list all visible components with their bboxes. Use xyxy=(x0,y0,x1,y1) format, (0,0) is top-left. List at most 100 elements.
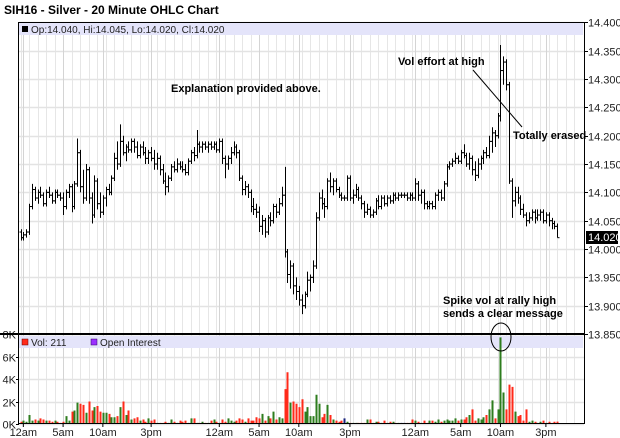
volume-bar xyxy=(517,416,520,424)
volume-bar xyxy=(485,415,488,424)
volume-bar xyxy=(133,418,136,424)
volume-tick-label: 0K xyxy=(3,420,17,432)
volume-bar xyxy=(144,421,147,424)
volume-bar xyxy=(488,409,491,424)
volume-bar xyxy=(312,416,315,424)
volume-bar xyxy=(463,419,466,424)
open-interest-legend-swatch xyxy=(90,338,98,346)
annotation-spike-line2: sends a clear message xyxy=(443,308,563,320)
volume-bar xyxy=(519,415,522,424)
volume-bar xyxy=(85,412,88,424)
volume-bar xyxy=(267,416,270,424)
volume-bar xyxy=(514,411,517,424)
volume-bar xyxy=(502,392,505,424)
volume-bar xyxy=(542,420,545,424)
price-tick-label: 14.000 xyxy=(588,245,620,257)
volume-bar xyxy=(289,402,292,424)
time-tick-label: 3pm xyxy=(535,427,556,438)
volume-bar xyxy=(284,389,287,424)
volume-bar xyxy=(116,416,119,424)
volume-tick-label: 8K xyxy=(3,330,17,342)
volume-bar xyxy=(139,420,142,424)
volume-bar xyxy=(451,420,454,424)
volume-bar xyxy=(340,420,343,424)
volume-bar xyxy=(375,421,378,424)
volume-bar xyxy=(142,419,145,424)
time-tick-label: 10am xyxy=(487,427,515,438)
volume-bar xyxy=(22,420,25,424)
volume-bar xyxy=(428,420,431,424)
time-tick-label: 3pm xyxy=(339,427,360,438)
volume-bar xyxy=(65,416,68,424)
volume-bar xyxy=(91,410,94,424)
volume-bar xyxy=(448,420,451,424)
volume-bar xyxy=(96,406,99,424)
price-tick-label: 14.300 xyxy=(588,75,620,87)
volume-bar xyxy=(457,420,460,424)
time-tick-label: 3pm xyxy=(140,427,161,438)
price-bars xyxy=(19,45,560,315)
volume-bar xyxy=(235,420,238,424)
price-tick-label: 14.350 xyxy=(588,47,620,59)
volume-bar xyxy=(39,418,42,424)
price-tick-label: 14.400 xyxy=(588,18,620,30)
volume-bar xyxy=(73,410,76,424)
annotation-arrow-line xyxy=(472,69,523,128)
volume-bar xyxy=(383,420,386,424)
volume-bar xyxy=(261,413,264,424)
volume-bar xyxy=(525,409,528,424)
volume-bar xyxy=(392,421,395,424)
volume-bar xyxy=(309,416,312,424)
volume-bar xyxy=(556,421,559,424)
price-tick-label: 14.200 xyxy=(588,132,620,144)
volume-bar xyxy=(119,407,122,424)
last-price-box xyxy=(586,231,618,244)
volume-bar xyxy=(292,401,295,424)
volume-bar xyxy=(71,411,74,424)
time-tick-label: 10am xyxy=(285,427,313,438)
time-tick-label: 5am xyxy=(52,427,73,438)
volume-bar xyxy=(539,421,542,424)
volume-bar xyxy=(250,420,253,424)
volume-bar xyxy=(210,420,213,424)
volume-legend-swatch xyxy=(21,338,29,346)
volume-bar xyxy=(170,419,173,424)
volume-bar xyxy=(491,400,494,424)
volume-tick-label: 2K xyxy=(3,398,17,410)
volume-bar xyxy=(326,404,329,424)
volume-bar xyxy=(221,419,224,424)
volume-bar xyxy=(499,337,502,424)
price-tick-label: 14.150 xyxy=(588,160,620,172)
volume-bar xyxy=(508,384,511,424)
volume-bar xyxy=(318,403,321,424)
price-tick-label: 13.850 xyxy=(588,330,620,342)
plot-frame xyxy=(18,22,585,424)
volume-bar xyxy=(534,421,537,424)
volume-bar xyxy=(113,417,116,424)
volume-bar xyxy=(136,417,139,424)
last-price-label: 14.020 xyxy=(588,232,620,244)
volume-bar xyxy=(179,420,182,424)
volume-bar xyxy=(338,421,341,424)
volume-bar xyxy=(286,372,289,424)
volume-bar xyxy=(108,413,111,424)
volume-bar xyxy=(164,421,167,424)
volume-bar xyxy=(528,421,531,424)
volume-bar xyxy=(238,418,241,424)
annotation-vol-effort: Vol effort at high xyxy=(398,56,485,68)
time-axis: 12am 5am 10am 3pm 12am 5am 10am 3pm 12am 5am 10am 3… xyxy=(10,424,557,438)
volume-bar xyxy=(553,421,556,424)
volume-bar xyxy=(62,421,65,424)
volume-axis: 8K 6K 4K 2K 0K xyxy=(3,330,19,432)
volume-tick-label: 4K xyxy=(3,375,17,387)
price-legend-swatch xyxy=(22,26,28,32)
volume-bar xyxy=(147,418,150,424)
price-tick-label: 14.100 xyxy=(588,188,620,200)
volume-bar xyxy=(56,421,59,424)
volume-bar xyxy=(369,419,372,424)
volume-bar xyxy=(471,409,474,424)
price-tick-label: 14.050 xyxy=(588,217,620,229)
volume-bar xyxy=(264,420,267,424)
volume-bar xyxy=(431,420,434,424)
volume-bar xyxy=(213,419,216,424)
